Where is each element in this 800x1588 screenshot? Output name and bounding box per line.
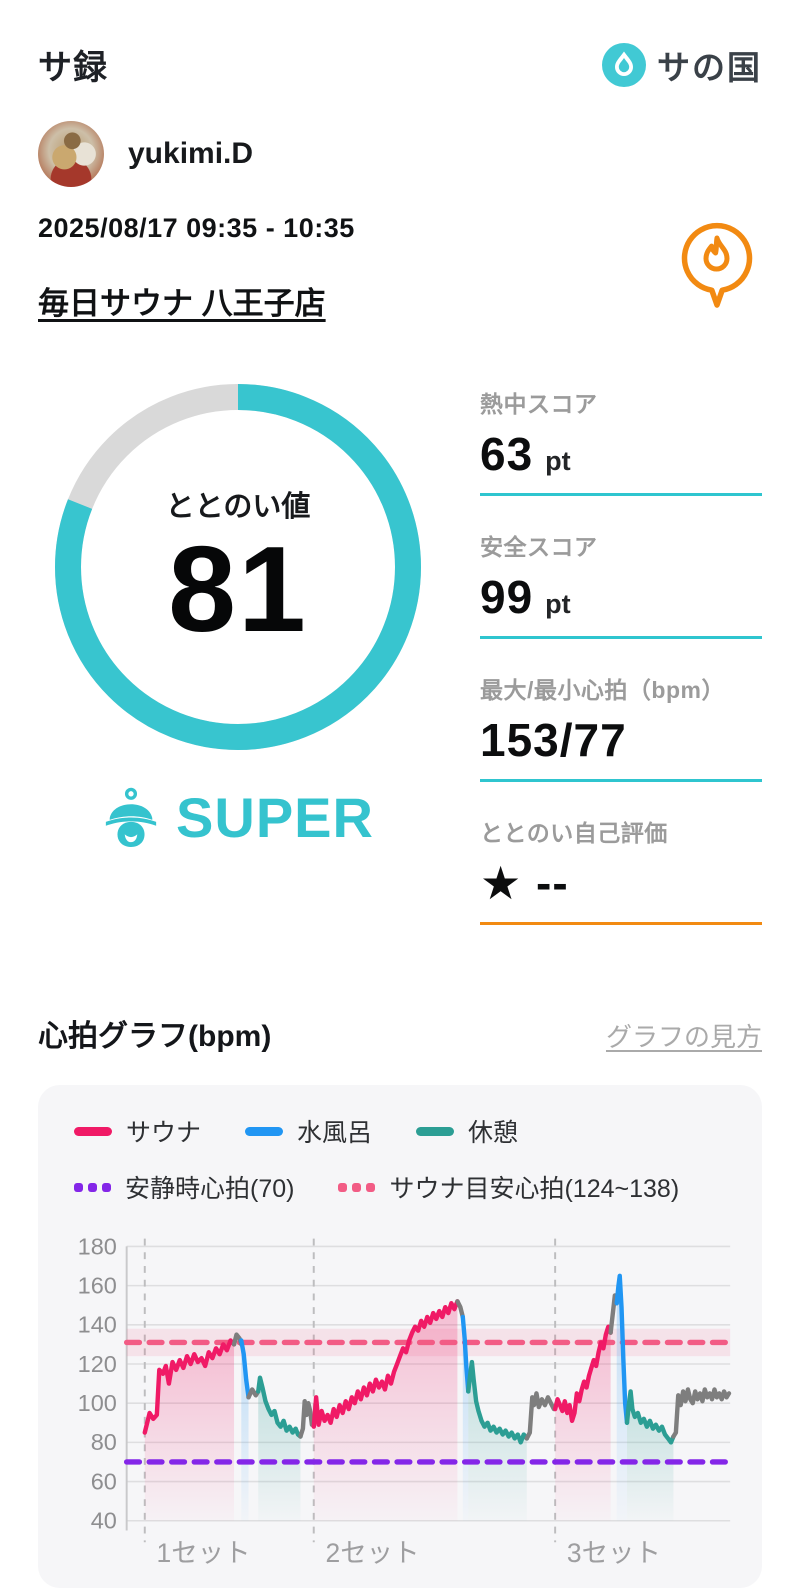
sauna-hat-icon (105, 787, 157, 847)
stat-value-row: 63 pt (480, 427, 762, 496)
gauge-label: ととのい値 (165, 490, 311, 523)
gauge-column: ととのい値 81 SUPER (38, 373, 438, 957)
svg-text:2セット: 2セット (326, 1538, 420, 1568)
graph-title: 心拍グラフ(bpm) (38, 1020, 272, 1053)
header: サ録 サの国 (38, 0, 762, 89)
brand-name: サの国 (657, 48, 762, 86)
chart-legend-row-1: サウナ 水風呂 休憩 (62, 1113, 738, 1149)
stat-label: ととのい自己評価 (480, 820, 668, 846)
stat-value: 63 (480, 428, 534, 480)
stat-value-row: ★ -- (480, 856, 762, 925)
stat-label: 安全スコア (480, 534, 598, 560)
legend-item: サウナ目安心拍(124~138) (338, 1169, 679, 1205)
stat-item-2: 最大/最小心拍（bpm） 153/77 (480, 671, 762, 782)
totonoi-gauge: ととのい値 81 (44, 373, 432, 761)
stat-unit: pt (545, 446, 571, 476)
svg-text:160: 160 (78, 1272, 117, 1298)
app-title: サ録 (38, 49, 108, 87)
legend-swatch (74, 1126, 112, 1136)
avatar[interactable] (38, 121, 104, 187)
svg-text:40: 40 (91, 1508, 117, 1534)
legend-item: サウナ (74, 1113, 201, 1149)
graph-header: 心拍グラフ(bpm) グラフの見方 (38, 1011, 762, 1055)
gauge-ring (55, 384, 421, 750)
session-block: 2025/08/17 09:35 - 10:35 毎日サウナ 八王子店 (38, 213, 762, 323)
stat-value: ★ -- (480, 857, 569, 909)
stat-value-row: 99 pt (480, 570, 762, 639)
stats-list: 熱中スコア 63 pt 安全スコア 99 pt 最大/最小心拍（bpm） 153/77 ととのい… (438, 373, 762, 957)
svg-text:100: 100 (78, 1390, 117, 1416)
legend-swatch (74, 1182, 111, 1192)
username: yukimi.D (128, 137, 254, 170)
water-drop-icon (602, 42, 646, 87)
legend-item: 休憩 (416, 1113, 518, 1149)
stat-value: 99 (480, 571, 534, 623)
legend-swatch (416, 1126, 455, 1136)
svg-text:3セット: 3セット (567, 1538, 661, 1568)
graph-help-link[interactable]: グラフの見方 (605, 1022, 762, 1052)
stat-label: 最大/最小心拍（bpm） (480, 677, 725, 703)
fire-badge-icon[interactable] (674, 217, 760, 309)
stat-label: 熱中スコア (480, 391, 598, 417)
legend-label: 休憩 (468, 1119, 519, 1147)
svg-text:80: 80 (91, 1429, 117, 1455)
svg-text:60: 60 (91, 1468, 117, 1494)
stat-item-0: 熱中スコア 63 pt (480, 385, 762, 496)
stat-value-row: 153/77 (480, 713, 762, 782)
stat-unit: pt (545, 589, 571, 619)
stat-item-1: 安全スコア 99 pt (480, 528, 762, 639)
stat-item-3: ととのい自己評価 ★ -- (480, 814, 762, 925)
gauge-value: 81 (168, 520, 308, 657)
heart-rate-chart-card: サウナ 水風呂 休憩 安静時心拍(70) サウナ目安心拍(124~138) 40 60 8… (38, 1085, 762, 1588)
legend-label: 水風呂 (297, 1119, 373, 1147)
legend-label: サウナ (126, 1119, 202, 1147)
rating-row: SUPER (102, 785, 374, 850)
chart-legend-row-2: 安静時心拍(70) サウナ目安心拍(124~138) (62, 1169, 738, 1205)
svg-text:1セット: 1セット (157, 1538, 251, 1568)
profile-row: yukimi.D (38, 121, 762, 187)
rating-label: SUPER (176, 786, 374, 849)
svg-text:180: 180 (78, 1233, 117, 1259)
legend-label: 安静時心拍(70) (125, 1175, 295, 1203)
legend-item: 安静時心拍(70) (74, 1169, 294, 1205)
gauge-inner: ととのい値 81 (44, 373, 432, 761)
svg-text:140: 140 (78, 1312, 117, 1338)
legend-item: 水風呂 (245, 1113, 372, 1149)
legend-swatch (338, 1182, 376, 1192)
stat-value: 153/77 (480, 714, 627, 766)
main-row: ととのい値 81 SUPER 熱中スコア 63 pt 安全スコア 99 pt 最大/最小心拍… (38, 373, 762, 957)
legend-swatch (245, 1126, 284, 1136)
heart-rate-chart: 40 60 80 100 120 140 160 180 1セット 2セット 3セット (78, 1233, 733, 1568)
legend-label: サウナ目安心拍(124~138) (389, 1175, 680, 1203)
brand-logo: サの国 (601, 41, 762, 89)
session-datetime: 2025/08/17 09:35 - 10:35 (38, 213, 355, 243)
venue-link[interactable]: 毎日サウナ 八王子店 (38, 286, 326, 321)
svg-text:120: 120 (78, 1351, 117, 1377)
